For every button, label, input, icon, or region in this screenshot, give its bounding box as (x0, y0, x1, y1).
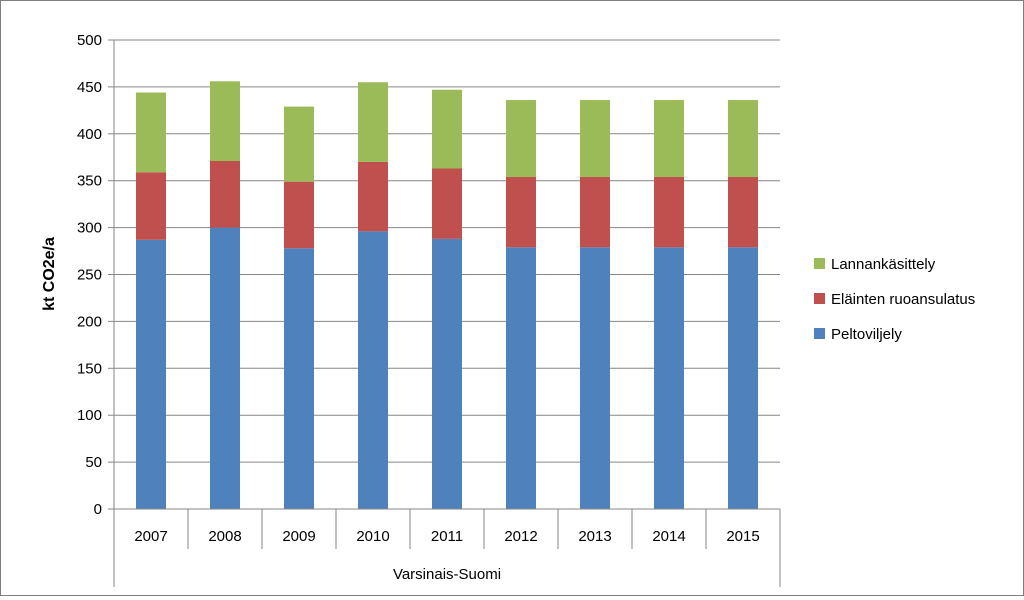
bar-segment (432, 238, 462, 509)
y-tick-label: 450 (77, 79, 102, 96)
y-tick-label: 250 (77, 267, 102, 284)
legend-swatch (814, 328, 825, 339)
bar-segment (728, 247, 758, 509)
bar-segment (210, 227, 240, 509)
legend-label: Lannankäsittely (831, 256, 936, 273)
bar-segment (654, 176, 684, 248)
y-tick-label: 500 (77, 32, 102, 49)
x-tick-label: 2011 (431, 528, 463, 545)
x-tick-label: 2012 (504, 528, 537, 545)
y-tick-label: 50 (85, 454, 102, 471)
y-tick-label: 0 (94, 501, 102, 518)
x-tick-label: 2008 (208, 528, 241, 545)
bar-segment (136, 239, 166, 509)
legend-swatch (814, 258, 825, 269)
bars (136, 81, 758, 510)
legend-swatch (814, 293, 825, 304)
x-tick-label: 2010 (356, 528, 389, 545)
y-tick-label: 350 (77, 173, 102, 190)
bar-segment (580, 176, 610, 248)
y-tick-label: 150 (77, 360, 102, 377)
x-tick-label: 2013 (578, 528, 611, 545)
y-tick-label: 300 (77, 220, 102, 237)
y-tick-label: 100 (77, 407, 102, 424)
y-tick-label: 200 (77, 313, 102, 330)
bar-segment (210, 161, 240, 228)
bar-segment (506, 176, 536, 248)
x-tick-label: 2007 (134, 528, 167, 545)
bar-segment (210, 81, 240, 162)
legend-label: Peltoviljely (831, 326, 902, 343)
bar-segment (284, 248, 314, 509)
bar-segment (654, 100, 684, 177)
y-tick-label: 400 (77, 126, 102, 143)
bar-segment (358, 231, 388, 510)
bar-segment (284, 106, 314, 182)
bar-segment (580, 247, 610, 509)
bar-segment (580, 100, 610, 177)
bar-segment (432, 168, 462, 239)
bar-segment (654, 247, 684, 509)
y-axis-label: kt CO2e/a (41, 237, 58, 311)
x-tick-label: 2009 (282, 528, 315, 545)
y-tick-labels: 0 50 100 150 200 250 300 350 400 450 500 (77, 32, 102, 518)
bar-segment (432, 89, 462, 169)
bar-segment (136, 172, 166, 240)
bar-segment (506, 247, 536, 509)
group-label: Varsinais-Suomi (393, 566, 501, 583)
legend: Lannankäsittely Eläinten ruoansulatus Pelt… (814, 256, 975, 343)
x-tick-label: 2015 (726, 528, 759, 545)
x-tick-labels: 2007 2008 2009 2010 2011 2012 2013 2014 2015 (134, 528, 759, 545)
bar-segment (284, 181, 314, 249)
bar-segment (358, 161, 388, 232)
bar-segment (506, 100, 536, 177)
bar-segment (728, 176, 758, 248)
bar-segment (728, 100, 758, 177)
axes (113, 40, 781, 587)
legend-label: Eläinten ruoansulatus (831, 291, 975, 308)
bar-segment (358, 82, 388, 162)
bar-segment (136, 92, 166, 173)
x-tick-label: 2014 (652, 528, 685, 545)
